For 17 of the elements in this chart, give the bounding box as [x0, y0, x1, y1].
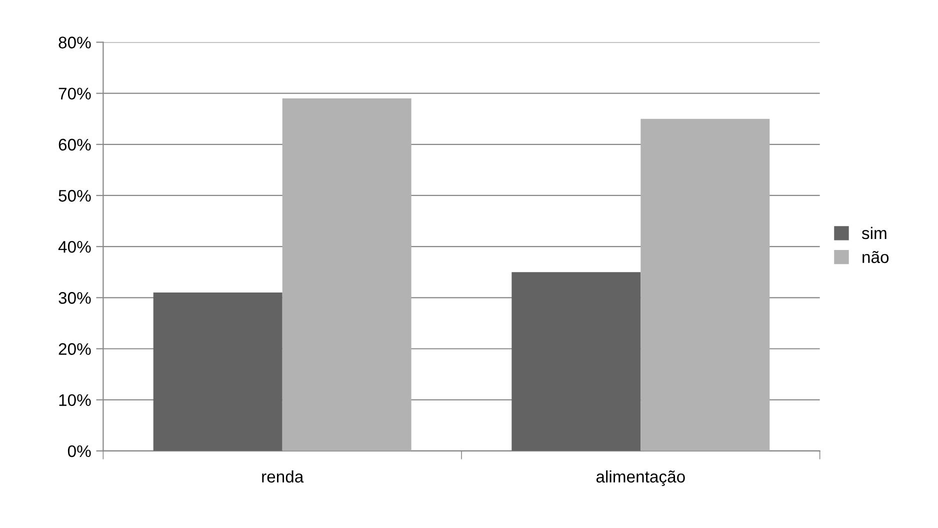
- y-tick-label: 40%: [58, 240, 91, 253]
- legend-label: não: [862, 250, 889, 264]
- bar: [282, 98, 412, 451]
- x-tick-label: renda: [262, 470, 304, 483]
- bar: [512, 272, 641, 451]
- y-tick-label: 80%: [58, 36, 91, 48]
- bar: [153, 292, 282, 451]
- y-tick-label: 70%: [58, 88, 91, 100]
- y-tick-label: 10%: [59, 394, 91, 406]
- bar: [640, 118, 770, 451]
- y-tick-label: 60%: [58, 138, 91, 151]
- y-tick-label: 20%: [58, 343, 91, 355]
- y-tick-label: 50%: [58, 190, 91, 202]
- y-tick-label: 0%: [68, 445, 91, 458]
- y-tick-label: 30%: [58, 292, 91, 304]
- legend-label: sim: [862, 226, 886, 240]
- x-tick-label: alimentação: [596, 470, 685, 486]
